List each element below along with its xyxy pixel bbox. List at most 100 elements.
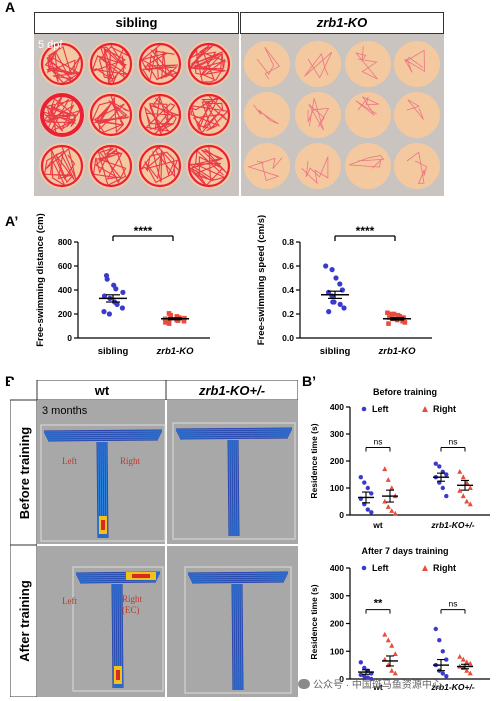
maze-heat-core (101, 520, 105, 530)
after-ylabel: Residence time (s) (309, 584, 319, 659)
after-point-right (382, 631, 388, 637)
distance-point-sibling (119, 305, 125, 311)
well-sibling (137, 92, 183, 138)
after-title: After 7 days training (361, 546, 448, 556)
speed-point-sibling (333, 275, 339, 281)
before-point-right (385, 504, 391, 509)
speed-point-sibling (330, 299, 336, 305)
speed-point-sibling (341, 305, 347, 311)
panel-a-label: A (5, 0, 16, 15)
distance-point-ko (166, 321, 172, 326)
track-ko (403, 49, 425, 73)
track-sibling (188, 44, 227, 83)
maze-trace-inner (75, 572, 161, 689)
before-ytick-label: 400 (330, 402, 344, 412)
after-ytick-label: 0 (339, 674, 344, 684)
wechat-icon (298, 679, 310, 689)
col-header-zrb1: zrb1-KO+/- (198, 383, 265, 398)
distance-point-ko (181, 318, 187, 324)
track-ring-sibling (40, 42, 84, 86)
maze-left-label-before: Left (62, 456, 77, 466)
distance-ytick-label: 0 (67, 333, 72, 343)
maze-heat-core (116, 670, 120, 680)
track-ko (355, 96, 379, 116)
track-sibling (91, 95, 130, 134)
residence-before-chart: Before training Left Right Residence tim… (309, 387, 490, 530)
track-ring-sibling (89, 42, 133, 86)
before-point-left (362, 480, 367, 485)
after-point-left (365, 675, 370, 680)
speed-xlabel-sibling: sibling (320, 346, 351, 357)
after-point-right (464, 667, 470, 673)
distance-point-sibling (106, 311, 112, 317)
track-ko (307, 98, 330, 131)
after-xlabel-zrb1: zrb1-KO+/- (430, 682, 474, 692)
maze-trace-inner (175, 428, 293, 537)
track-ring-sibling (89, 144, 133, 188)
after-point-left (440, 671, 445, 676)
before-point-left (437, 464, 442, 469)
track-ring-sibling (138, 42, 182, 86)
before-point-right (467, 501, 473, 507)
after-xlabel-wt: wt (372, 682, 383, 692)
after-point-left (433, 626, 438, 632)
after-point-right (457, 654, 463, 659)
after-ytick-label: 300 (330, 591, 344, 601)
before-ytick-label: 0 (339, 510, 344, 520)
maze-trace-inner (187, 572, 289, 691)
distance-ylabel: Free-swimming distance (cm) (35, 213, 46, 347)
before-point-right (460, 493, 466, 499)
before-point-right (385, 477, 391, 482)
maze-right-label-before: Right (120, 456, 141, 466)
speed-point-sibling (337, 281, 343, 287)
maze-outline (172, 422, 296, 540)
distance-point-sibling (101, 309, 107, 315)
maze-left-label-after: Left (62, 596, 77, 606)
after-point-right (460, 656, 466, 662)
track-ring-sibling (187, 144, 231, 188)
distance-point-sibling (113, 286, 119, 292)
well-ko (394, 41, 440, 87)
maze-right-label-after: Right (122, 594, 143, 604)
track-ko (349, 155, 385, 169)
before-point-right (464, 498, 470, 504)
track-ko (406, 99, 424, 120)
before-point-left (433, 461, 438, 466)
residence-after-chart: After 7 days training Left Right Residen… (309, 546, 490, 692)
after-legend-right: Right (433, 563, 456, 573)
well-ko (244, 41, 290, 87)
well-sibling (137, 143, 183, 189)
speed-point-sibling (339, 287, 345, 293)
track-sibling (143, 94, 180, 135)
maze-outline (40, 424, 166, 542)
track-ring-sibling (138, 144, 182, 188)
before-point-right (382, 466, 388, 472)
after-point-right (389, 667, 395, 673)
distance-xlabel-zrb1: zrb1-KO (156, 346, 195, 357)
speed-significance: **** (356, 224, 375, 238)
before-point-left (440, 485, 445, 491)
col-header-wt: wt (94, 383, 110, 398)
row-label-before: Before training (17, 427, 32, 520)
before-ylabel: Residence time (s) (309, 423, 319, 498)
track-ko (256, 46, 280, 80)
after-point-right (464, 659, 470, 665)
speed-point-ko (389, 311, 394, 317)
before-xlabel-zrb1: zrb1-KO+/- (430, 520, 474, 530)
speed-point-sibling (329, 267, 335, 273)
before-sig-label: ns (374, 437, 383, 447)
maze-outline (72, 566, 164, 692)
before-point-left (365, 485, 370, 491)
after-point-left (444, 657, 449, 662)
before-point-right (457, 487, 463, 493)
maze-trace-inner (43, 430, 163, 539)
track-ko (247, 157, 283, 182)
track-ring-sibling (138, 93, 182, 137)
track-ring-sibling (187, 93, 231, 137)
after-sig-label: ** (374, 598, 383, 610)
speed-point-ko (385, 310, 390, 316)
distance-ytick-label: 800 (58, 237, 72, 247)
before-point-right (457, 469, 463, 474)
before-point-left (358, 475, 363, 480)
before-point-right (382, 498, 388, 504)
